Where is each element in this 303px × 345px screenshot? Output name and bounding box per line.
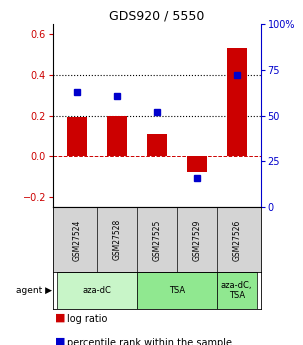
Text: GSM27524: GSM27524 (72, 219, 82, 260)
Text: log ratio: log ratio (67, 314, 107, 324)
Text: TSA: TSA (169, 286, 185, 295)
Bar (67, 117, 87, 156)
Text: GSM27529: GSM27529 (192, 219, 201, 260)
Text: ■: ■ (55, 313, 65, 323)
Bar (227, 48, 247, 156)
Bar (137, 272, 217, 309)
Text: aza-dC,
TSA: aza-dC, TSA (221, 281, 252, 300)
Bar (147, 134, 167, 156)
Text: GSM27528: GSM27528 (112, 219, 122, 260)
Text: agent ▶: agent ▶ (16, 286, 52, 295)
Bar (217, 272, 257, 309)
Bar (57, 272, 137, 309)
Title: GDS920 / 5550: GDS920 / 5550 (109, 10, 205, 23)
Text: ■: ■ (55, 336, 65, 345)
Text: percentile rank within the sample: percentile rank within the sample (67, 338, 232, 345)
Bar (187, 156, 207, 172)
Bar (107, 116, 127, 156)
Text: GSM27526: GSM27526 (232, 219, 241, 260)
Text: aza-dC: aza-dC (82, 286, 112, 295)
Text: GSM27525: GSM27525 (152, 219, 161, 260)
